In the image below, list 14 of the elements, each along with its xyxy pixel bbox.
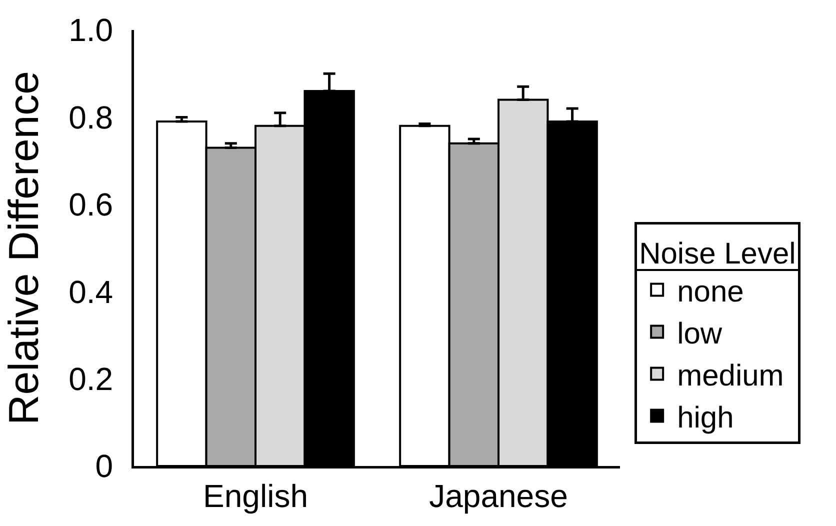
y-tick-label: 0 xyxy=(95,448,114,484)
x-tick-label: Japanese xyxy=(429,478,568,514)
y-axis-title: Relative Difference xyxy=(0,70,47,426)
legend-title: Noise Level xyxy=(639,238,796,271)
x-tick-label: English xyxy=(203,478,308,514)
y-tick-label: 0.8 xyxy=(68,99,114,136)
y-tick-label: 0.4 xyxy=(68,274,114,310)
legend-label: none xyxy=(677,275,744,308)
legend-label: high xyxy=(677,401,734,434)
y-tick-label: 1.0 xyxy=(68,12,114,48)
y-tick-label: 0.2 xyxy=(68,361,114,397)
legend-label: low xyxy=(677,317,722,350)
y-tick-label: 0.6 xyxy=(68,186,114,223)
legend-label: medium xyxy=(677,359,784,392)
